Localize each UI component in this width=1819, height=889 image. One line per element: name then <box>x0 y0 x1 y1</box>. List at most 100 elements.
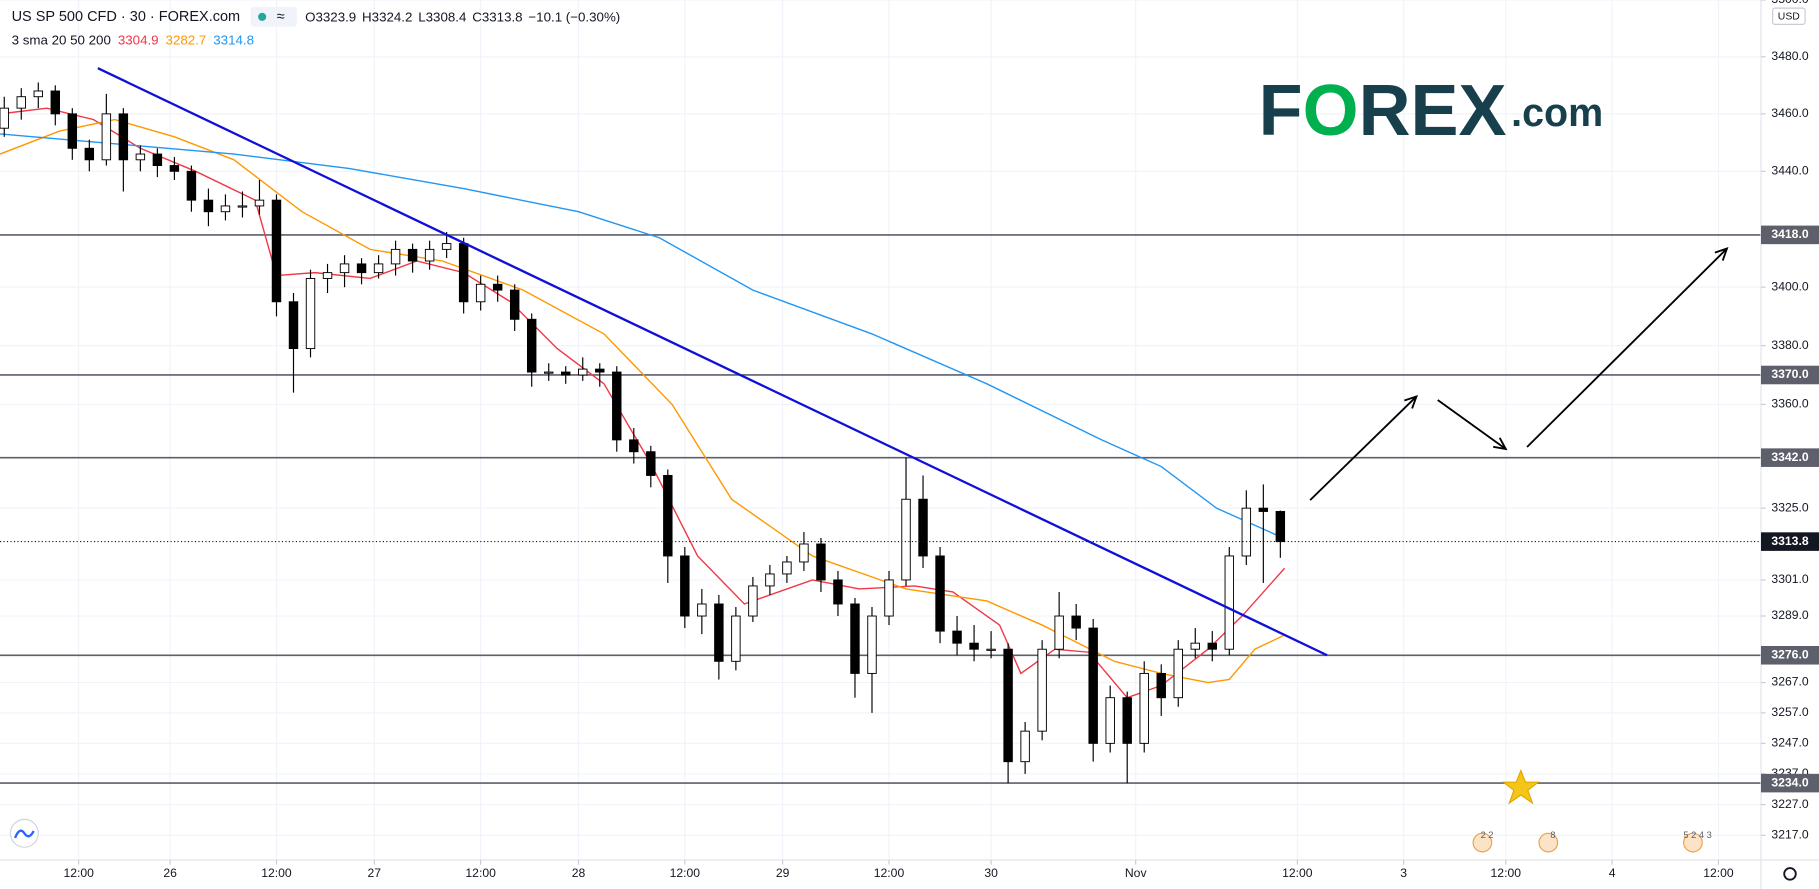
price-label: 3313.8 <box>1771 534 1808 548</box>
level-label-box <box>1760 773 1819 793</box>
ohlc: O3323.9 H3324.2 L3308.4 C3313.8 −10.1 (−0.30… <box>305 9 620 24</box>
candle-body <box>578 368 588 376</box>
candle-body <box>1241 507 1252 557</box>
candle-body <box>203 199 214 213</box>
candle-body <box>918 498 928 557</box>
level-label: 3342.0 <box>1771 450 1808 464</box>
projection-arrow <box>1309 395 1418 501</box>
candle-body <box>901 498 911 581</box>
logo-part: F <box>1259 71 1303 151</box>
candle-body <box>1139 672 1149 744</box>
candle-body <box>646 451 656 476</box>
candle-body <box>969 642 979 650</box>
y-tick-label: 3500.0 <box>1771 0 1808 6</box>
indicator-value: 3282.7 <box>166 32 207 47</box>
status-icons[interactable] <box>250 6 297 27</box>
chart-title: US SP 500 CFD · 30 · FOREX.com <box>12 9 241 25</box>
y-tick-label: 3289.0 <box>1771 608 1808 622</box>
price-label-box <box>1760 532 1819 551</box>
candle-body <box>305 277 316 350</box>
y-tick-label: 3301.0 <box>1771 572 1808 586</box>
settings[interactable] <box>1783 867 1797 881</box>
level-label: 3234.0 <box>1771 775 1808 789</box>
candle-body <box>1173 648 1183 699</box>
candle-body <box>680 555 690 617</box>
x-tick-label: 12:00 <box>874 866 905 880</box>
candle-body <box>816 543 826 581</box>
y-tick-label: 3257.0 <box>1771 705 1808 719</box>
level-label-box <box>1760 365 1819 385</box>
candle-body <box>799 543 809 563</box>
candle-body <box>1088 627 1098 744</box>
y-tick-label: 3217.0 <box>1771 828 1808 842</box>
candle-body <box>543 371 554 374</box>
candle-body <box>16 96 26 109</box>
indicator: 3 sma 20 50 200 3304.9 3282.7 3314.8 <box>12 32 254 47</box>
candle-body <box>475 283 486 303</box>
candle-body <box>1258 507 1269 512</box>
x-tick-label: 12:00 <box>63 866 94 880</box>
candle-body <box>84 147 95 161</box>
status-icon: ≈ <box>277 9 285 25</box>
event-marker[interactable] <box>1683 832 1703 853</box>
plot <box>0 67 1761 784</box>
x-tick-label: 3 <box>1400 866 1407 880</box>
sma-line <box>0 118 1285 684</box>
candle-body <box>595 368 605 373</box>
event-marker[interactable] <box>1472 832 1493 853</box>
y-tick-label: 3247.0 <box>1771 736 1808 750</box>
ohlc-value: 3308.4 <box>426 9 467 24</box>
y-tick-label: 3440.0 <box>1771 164 1808 178</box>
candle-body <box>118 113 129 161</box>
candle-body <box>390 248 401 265</box>
level-label-box <box>1760 225 1819 245</box>
x-tick-label: Nov <box>1125 866 1148 880</box>
header: US SP 500 CFD · 30 · FOREX.com ≈ O3323.9… <box>12 6 620 47</box>
x-tick-label: 26 <box>163 866 177 880</box>
candle-body <box>1037 648 1047 732</box>
x-tick-label: 12:00 <box>670 866 701 880</box>
currency: USD <box>1778 12 1800 23</box>
candle-body <box>884 579 894 617</box>
x-tick-label: 30 <box>984 866 998 880</box>
candle-body <box>101 113 112 161</box>
candle-body <box>135 153 146 161</box>
y-tick-label: 3460.0 <box>1771 106 1808 120</box>
candle-body <box>526 318 537 373</box>
logo: FOREX .com <box>1259 71 1603 151</box>
projection-arrow <box>1526 247 1728 448</box>
candle-body <box>867 615 877 674</box>
candle-body <box>339 263 350 274</box>
y-tick-label: 3227.0 <box>1771 797 1808 811</box>
level-label: 3370.0 <box>1771 367 1808 381</box>
x-tick-label: 12:00 <box>1282 866 1313 880</box>
level-label-box <box>1760 448 1819 467</box>
ohlc-label: H <box>362 9 372 24</box>
candle-body <box>186 170 197 201</box>
candle-body <box>1224 555 1235 650</box>
y-tick-label: 3325.0 <box>1771 500 1808 514</box>
event-star[interactable] <box>1501 769 1540 805</box>
status-dot <box>258 12 267 21</box>
x-tick-label: 27 <box>368 866 382 880</box>
candle-body <box>1020 730 1030 763</box>
logo-part: .com <box>1511 91 1603 135</box>
candle-body <box>50 90 61 115</box>
candle-body <box>322 272 333 279</box>
event-label: 2 2 <box>1481 830 1494 840</box>
logo-part: REX <box>1359 71 1507 151</box>
x-tick-label: 12:00 <box>465 866 496 880</box>
candle-body <box>0 107 9 129</box>
level-label-box <box>1760 645 1819 665</box>
candle-body <box>697 603 707 617</box>
candle-body <box>424 248 435 262</box>
projection-arrow <box>1437 399 1507 450</box>
candle-body <box>731 615 741 662</box>
event-marker[interactable] <box>1538 832 1559 853</box>
candle-body <box>663 474 673 557</box>
ohlc-value: 3313.8 <box>482 9 523 24</box>
candle-body <box>765 573 775 587</box>
indicator-value: 3314.8 <box>213 32 254 47</box>
